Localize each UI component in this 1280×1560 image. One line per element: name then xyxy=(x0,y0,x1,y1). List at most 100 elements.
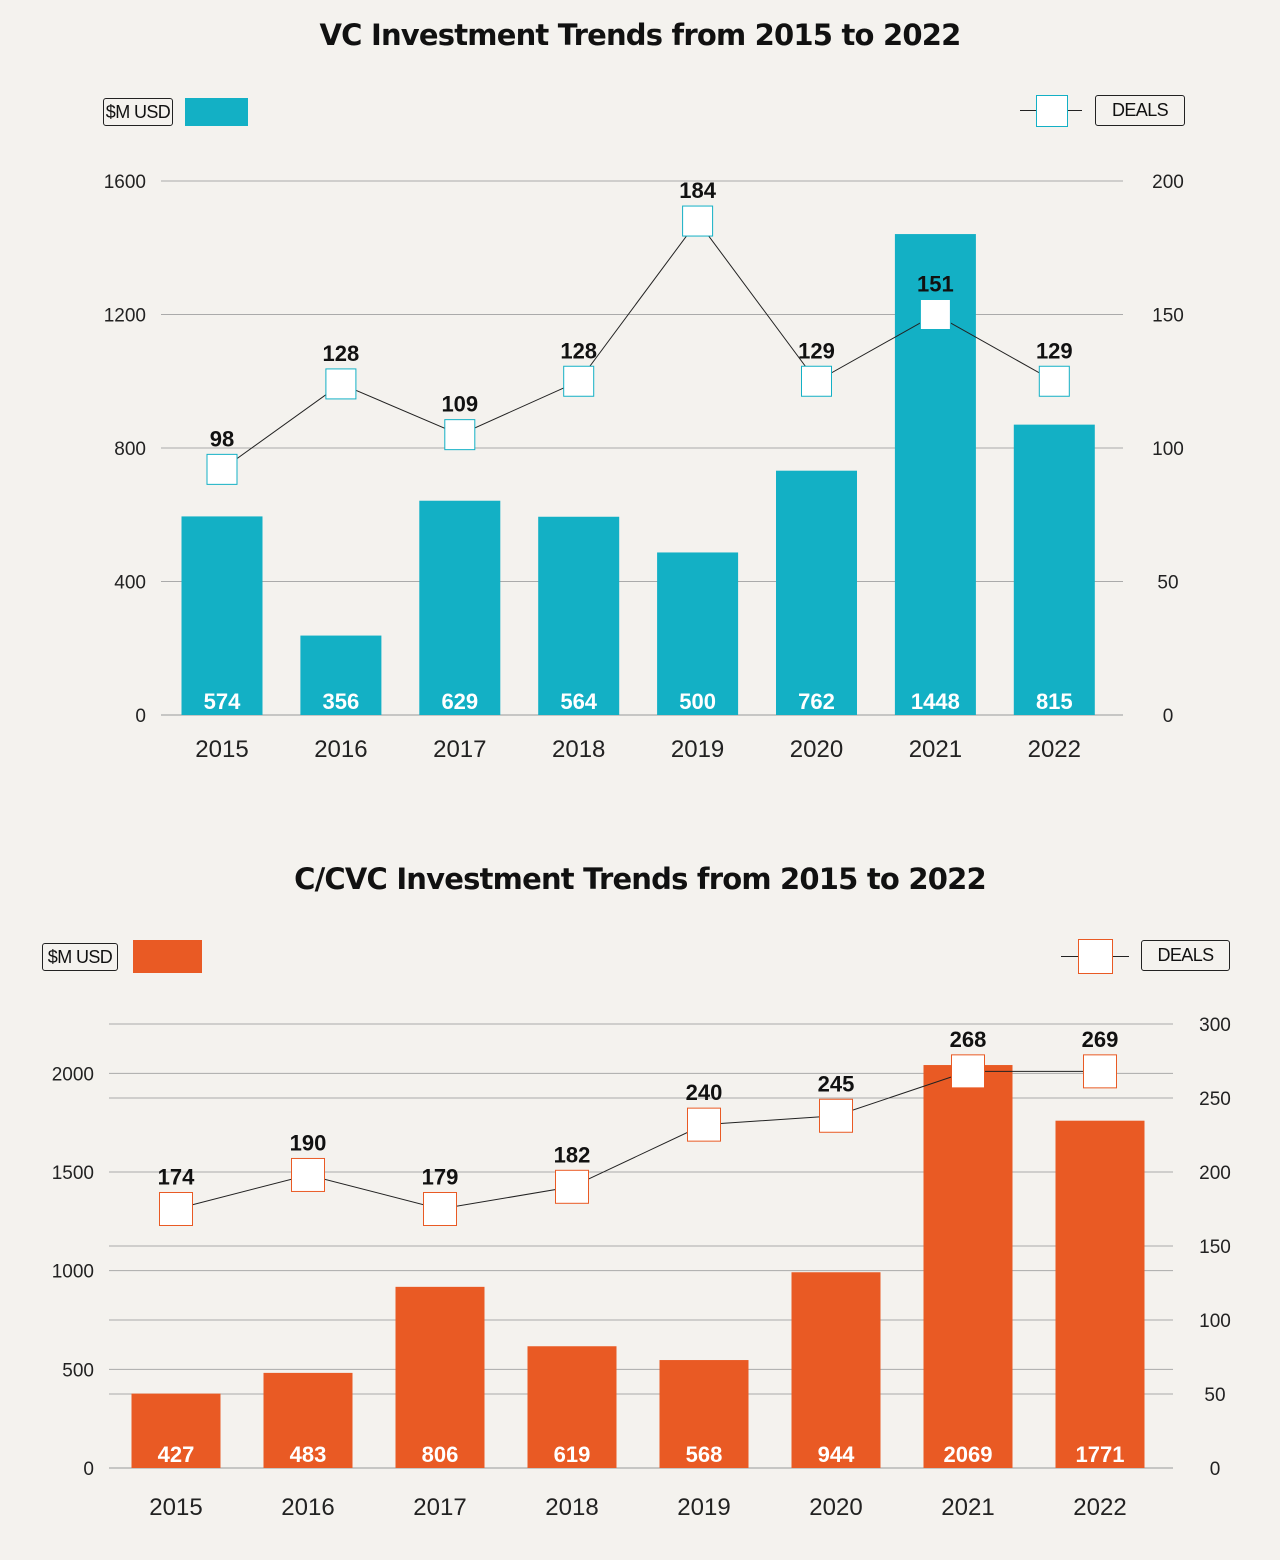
y-left-tick-label: 400 xyxy=(114,573,146,594)
x-category-label: 2016 xyxy=(314,736,367,763)
legend-square-marker-icon xyxy=(1078,939,1113,974)
deals-value-label: 240 xyxy=(686,1080,723,1105)
bar xyxy=(419,500,501,715)
bar xyxy=(263,1372,353,1468)
legend-line-label: DEALS xyxy=(1095,95,1185,126)
bar-value-label: 944 xyxy=(818,1442,855,1467)
bar xyxy=(181,516,263,715)
bar-value-label: 500 xyxy=(679,689,716,714)
deals-value-label: 129 xyxy=(798,338,835,363)
bar-value-label: 619 xyxy=(554,1442,591,1467)
bar xyxy=(527,1346,617,1468)
bar xyxy=(923,1065,1013,1468)
deals-value-label: 182 xyxy=(554,1142,591,1167)
bar xyxy=(659,1360,749,1468)
y-left-tick-label: 0 xyxy=(83,1459,94,1480)
legend-bar-label: $M USD xyxy=(103,98,173,126)
deals-value-label: 129 xyxy=(1036,338,1073,363)
bar xyxy=(131,1393,221,1468)
deals-marker xyxy=(919,299,951,330)
legend-bar-label: $M USD xyxy=(42,943,118,971)
legend-square-marker-icon xyxy=(1036,95,1068,127)
y-left-tick-label: 0 xyxy=(135,706,146,727)
x-category-label: 2019 xyxy=(671,736,724,763)
y-left-tick-label: 800 xyxy=(114,439,146,460)
cvc-chart: C/CVC Investment Trends from 2015 to 202… xyxy=(0,840,1280,1560)
x-category-label: 2015 xyxy=(149,1494,202,1521)
bar-value-label: 356 xyxy=(323,689,360,714)
y-left-tick-label: 500 xyxy=(62,1360,94,1381)
y-right-tick-label: 100 xyxy=(1199,1311,1231,1332)
bar xyxy=(1013,424,1095,715)
bar xyxy=(791,1272,881,1468)
deals-value-label: 184 xyxy=(679,178,716,203)
deals-marker xyxy=(159,1192,193,1226)
legend-bar-swatch xyxy=(133,940,202,973)
bar xyxy=(538,516,620,715)
y-left-tick-label: 1000 xyxy=(52,1262,94,1283)
bar-value-label: 1448 xyxy=(911,689,960,714)
y-left-tick-label: 1600 xyxy=(104,172,146,193)
chart-title: VC Investment Trends from 2015 to 2022 xyxy=(319,18,962,52)
y-right-tick-label: 300 xyxy=(1199,1015,1231,1036)
deals-value-label: 268 xyxy=(950,1027,987,1052)
deals-value-label: 98 xyxy=(210,426,234,451)
bar-value-label: 762 xyxy=(798,689,835,714)
x-category-label: 2021 xyxy=(941,1494,994,1521)
x-category-label: 2018 xyxy=(545,1494,598,1521)
y-right-tick-label: 0 xyxy=(1163,706,1174,727)
bar-value-label: 564 xyxy=(560,689,597,714)
bar-value-label: 427 xyxy=(158,1442,195,1467)
deals-marker xyxy=(1083,1054,1117,1089)
deals-marker xyxy=(951,1054,985,1089)
y-right-tick-label: 50 xyxy=(1157,573,1178,594)
deals-marker xyxy=(682,205,714,237)
deals-marker xyxy=(291,1157,325,1192)
x-category-label: 2016 xyxy=(281,1494,334,1521)
y-right-tick-label: 200 xyxy=(1152,172,1184,193)
y-right-tick-label: 200 xyxy=(1199,1163,1231,1184)
y-right-tick-label: 50 xyxy=(1204,1385,1225,1406)
bar-value-label: 806 xyxy=(422,1442,459,1467)
deals-marker xyxy=(563,365,595,397)
deals-line xyxy=(175,1070,1100,1210)
y-right-tick-label: 250 xyxy=(1199,1089,1231,1110)
x-category-label: 2018 xyxy=(552,736,605,763)
x-category-label: 2020 xyxy=(790,736,843,763)
legend-line-label: DEALS xyxy=(1141,940,1230,971)
bar xyxy=(776,470,857,715)
deals-line xyxy=(221,220,1055,470)
deals-value-label: 128 xyxy=(323,341,360,366)
deals-value-label: 151 xyxy=(917,272,954,297)
legend-bar-swatch xyxy=(185,98,248,126)
x-category-label: 2015 xyxy=(195,736,248,763)
y-right-tick-label: 150 xyxy=(1199,1237,1231,1258)
bar-value-label: 629 xyxy=(441,689,478,714)
deals-marker xyxy=(444,419,476,451)
x-category-label: 2017 xyxy=(433,736,486,763)
bar-value-label: 1771 xyxy=(1076,1442,1125,1467)
x-category-label: 2022 xyxy=(1073,1494,1126,1521)
bar-value-label: 2069 xyxy=(944,1442,993,1467)
x-category-label: 2021 xyxy=(909,736,962,763)
y-right-tick-label: 0 xyxy=(1210,1459,1221,1480)
deals-marker xyxy=(423,1192,457,1226)
y-right-tick-label: 100 xyxy=(1152,439,1184,460)
bar-value-label: 483 xyxy=(290,1442,327,1467)
deals-value-label: 179 xyxy=(422,1165,459,1190)
cvc-plot-area: 0 500 1000 1500 2000 0 50 100 150 200 250 300 427 201… xyxy=(52,1015,1231,1521)
deals-marker xyxy=(555,1169,589,1204)
deals-value-label: 245 xyxy=(818,1071,855,1096)
y-left-tick-label: 2000 xyxy=(52,1064,94,1085)
deals-marker xyxy=(819,1098,853,1133)
y-right-tick-label: 150 xyxy=(1152,306,1184,327)
bar xyxy=(657,552,739,715)
x-category-label: 2020 xyxy=(809,1494,862,1521)
vc-plot-area: 0 400 800 1200 1600 0 50 100 150 200 574 2015 356 201… xyxy=(104,172,1184,763)
bar-value-label: 815 xyxy=(1036,689,1073,714)
vc-chart: VC Investment Trends from 2015 to 2022 $… xyxy=(103,18,1185,763)
deals-value-label: 109 xyxy=(441,392,478,417)
chart-title: C/CVC Investment Trends from 2015 to 202… xyxy=(294,862,987,896)
bar-value-label: 568 xyxy=(686,1442,723,1467)
bar xyxy=(1055,1120,1145,1468)
